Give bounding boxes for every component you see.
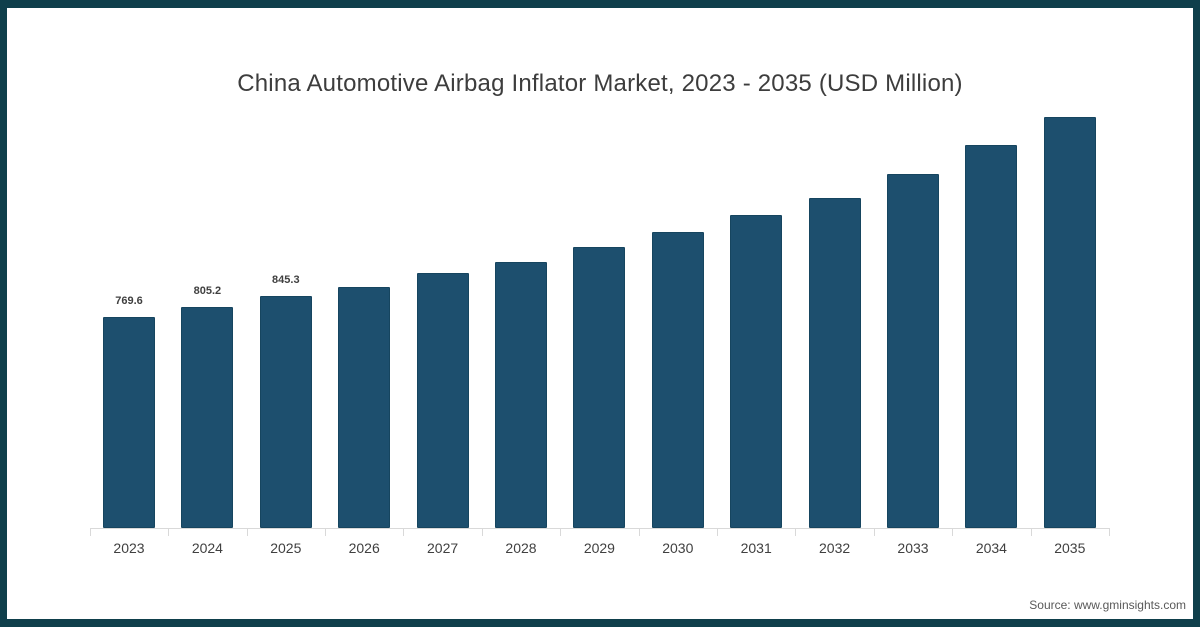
bar-value-label-2023: 769.6	[115, 295, 143, 307]
x-axis-tick	[403, 528, 405, 536]
x-axis-tick	[325, 528, 326, 536]
chart-title: China Automotive Airbag Inflator Market,…	[237, 70, 963, 97]
frame-border-bottom	[0, 619, 1200, 627]
bar-2032	[808, 198, 861, 528]
x-axis-tick	[1109, 528, 1110, 536]
bar-2034	[965, 145, 1018, 528]
x-axis-tick	[795, 528, 797, 536]
bar-2025	[259, 296, 312, 528]
bar-2029	[573, 247, 626, 528]
bar-2035	[1043, 117, 1096, 528]
x-axis-tick	[481, 528, 483, 536]
bar-2030	[651, 232, 704, 528]
bar-2028	[495, 262, 547, 528]
x-axis-label-2030: 2030	[662, 540, 694, 556]
x-axis-label-2027: 2027	[427, 540, 459, 556]
x-axis-tick	[89, 528, 91, 536]
x-axis-label-2033: 2033	[897, 540, 929, 556]
bar-value-label-2024: 805.2	[193, 285, 222, 297]
x-axis-tick	[168, 528, 170, 536]
frame-border-right	[1193, 0, 1200, 627]
x-axis-tick	[638, 528, 640, 536]
x-axis-tick	[246, 528, 248, 536]
x-axis-tick	[873, 528, 875, 536]
x-axis-line	[90, 528, 1110, 529]
bar-2033	[887, 174, 939, 528]
x-axis-tick	[560, 528, 562, 536]
x-axis-tick	[717, 528, 718, 536]
x-axis-label-2026: 2026	[348, 540, 380, 556]
x-axis-tick	[1030, 528, 1032, 536]
x-axis-label-2028: 2028	[505, 540, 537, 556]
bar-2027	[416, 273, 469, 528]
x-axis-tick	[952, 528, 954, 536]
frame-border-top	[0, 0, 1200, 8]
frame-border-left	[0, 0, 7, 627]
bar-2031	[730, 215, 783, 528]
x-axis-label-2024: 2024	[191, 540, 223, 556]
x-axis-label-2029: 2029	[583, 540, 615, 556]
source-note: Source: www.gminsights.com	[1029, 598, 1186, 612]
bar-2023	[103, 317, 155, 528]
x-axis-label-2032: 2032	[819, 540, 851, 556]
bar-2024	[181, 307, 234, 528]
x-axis-label-2023: 2023	[113, 540, 145, 556]
bar-value-label-2025: 845.3	[272, 274, 300, 286]
x-axis-label-2034: 2034	[975, 540, 1007, 556]
x-axis-label-2031: 2031	[740, 540, 772, 556]
x-axis-label-2025: 2025	[270, 540, 302, 556]
bar-2026	[338, 287, 391, 528]
x-axis-label-2035: 2035	[1054, 540, 1086, 556]
